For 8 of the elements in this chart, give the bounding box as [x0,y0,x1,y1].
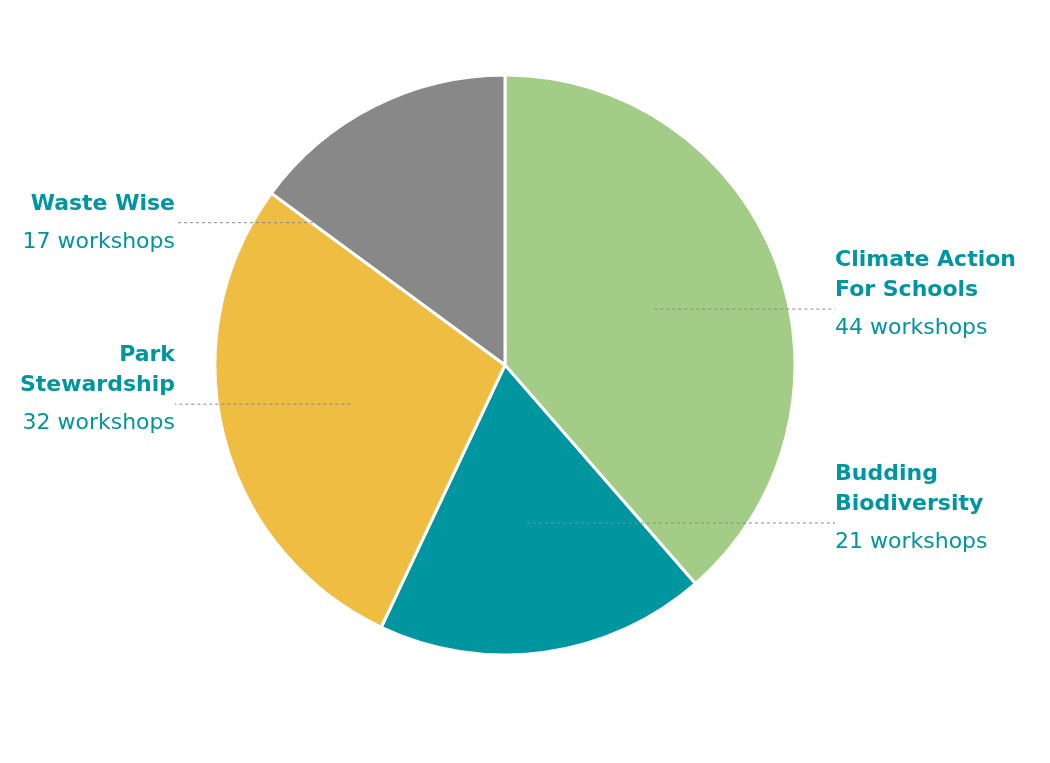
data-label: 44 workshops [835,314,988,340]
data-label: 32 workshops [22,409,175,435]
slice-label: Climate Action For Schools [835,246,1016,302]
data-label: 21 workshops [835,527,988,553]
slice-label: Budding Biodiversity [835,459,984,515]
data-label: 17 workshops [22,227,175,253]
slice-label: Park Stewardship [19,341,177,397]
slice-label: Waste Wise [30,189,175,215]
